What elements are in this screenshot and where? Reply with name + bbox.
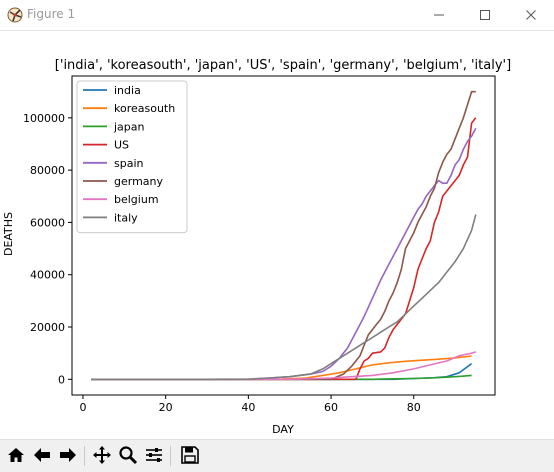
configure-subplots-icon — [146, 448, 162, 462]
navigation-toolbar — [0, 439, 554, 472]
y-tick-label: 80000 — [30, 164, 65, 177]
x-tick-label: 80 — [407, 401, 421, 414]
x-tick-label: 20 — [159, 401, 173, 414]
y-tick-label: 0 — [58, 373, 65, 386]
back-arrow-icon — [34, 448, 50, 462]
maximize-icon — [480, 10, 490, 20]
close-icon — [526, 10, 536, 20]
legend: india koreasouth japan US spain germany belgiu… — [76, 80, 188, 234]
home-button[interactable] — [4, 443, 28, 467]
matplotlib-icon — [7, 7, 23, 23]
save-icon — [181, 446, 199, 464]
x-tick-label: 60 — [324, 401, 338, 414]
minimize-icon — [434, 14, 444, 16]
window-titlebar: Figure 1 — [0, 0, 554, 31]
legend-label: india — [114, 84, 141, 97]
series-line-spain — [91, 127, 477, 381]
legend-label: spain — [114, 157, 144, 170]
pan-button[interactable] — [90, 443, 114, 467]
y-axis-label: DEATHS — [2, 212, 15, 256]
zoom-icon — [119, 446, 138, 465]
legend-box — [76, 80, 188, 234]
x-tick-label: 40 — [241, 401, 255, 414]
x-tick-label: 0 — [79, 401, 86, 414]
home-icon — [8, 448, 24, 462]
y-tick-label: 40000 — [30, 269, 65, 282]
legend-label: italy — [114, 211, 138, 224]
y-tick-label: 60000 — [30, 216, 65, 229]
maximize-button[interactable] — [462, 0, 508, 30]
close-button[interactable] — [508, 0, 554, 30]
series-line-italy — [91, 214, 477, 381]
legend-label: japan — [113, 120, 145, 133]
chart[interactable]: ['india', 'koreasouth', 'japan', 'US', '… — [0, 31, 554, 439]
axes-frame — [71, 75, 496, 396]
forward-button[interactable] — [56, 443, 80, 467]
configure-subplots-button[interactable] — [142, 443, 166, 467]
forward-arrow-icon — [60, 448, 76, 462]
window-title: Figure 1 — [27, 7, 76, 21]
x-axis-label: DAY — [272, 423, 294, 436]
back-button[interactable] — [30, 443, 54, 467]
series-line-koreasouth — [91, 355, 472, 381]
pan-icon — [93, 446, 111, 464]
save-button[interactable] — [178, 443, 202, 467]
legend-label: koreasouth — [114, 102, 175, 115]
figure-canvas[interactable]: ['india', 'koreasouth', 'japan', 'US', '… — [0, 31, 554, 439]
legend-label: germany — [114, 175, 164, 188]
y-tick-label: 100000 — [23, 112, 65, 125]
legend-label: belgium — [114, 193, 159, 206]
series-line-belgium — [91, 351, 477, 381]
zoom-button[interactable] — [116, 443, 140, 467]
y-tick-label: 20000 — [30, 321, 65, 334]
toolbar-separator — [170, 446, 171, 466]
minimize-button[interactable] — [416, 0, 462, 30]
legend-label: US — [114, 139, 129, 152]
series-line-us — [91, 117, 477, 381]
toolbar-separator — [84, 446, 85, 466]
chart-title: ['india', 'koreasouth', 'japan', 'US', '… — [55, 58, 511, 73]
